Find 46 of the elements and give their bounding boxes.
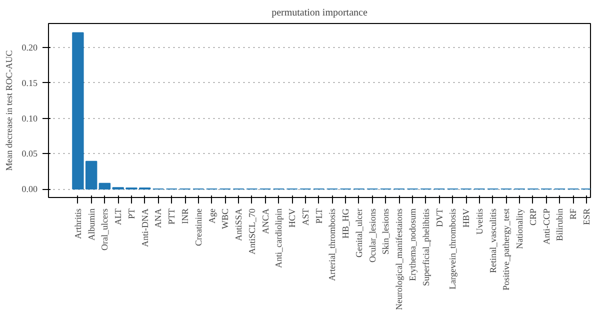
x-tick-label: AntiSCL_70 (246, 208, 257, 255)
x-tick-label: Neurological_manifestaions (394, 208, 404, 310)
y-tick-label: 0.20 (22, 42, 38, 53)
x-tick-label: Anti-CCP (541, 208, 552, 245)
x-tick-label: HB_HG (340, 208, 351, 238)
x-tick-label: DVT (434, 208, 444, 227)
x-tick-label: Nationality (514, 208, 525, 249)
x-tick-label: RF (568, 208, 578, 220)
x-tick-label: Erythema_nodosum (408, 208, 418, 281)
y-axis-title: Mean decrease in test ROC-AUC (4, 50, 14, 171)
y-tick-label: 0.05 (22, 148, 38, 159)
x-tick-label: Anti-DNA (140, 208, 150, 247)
x-tick-label: WBC (220, 208, 230, 229)
x-tick-label: AntiSSA (234, 208, 244, 242)
x-tick-label: PTT (166, 208, 177, 224)
x-tick-label: HBV (461, 208, 472, 228)
x-tick-label: Retinal_vasculitis (488, 208, 498, 273)
x-tick-label: Arthritis (72, 208, 83, 239)
x-tick-label: Uveitis (474, 208, 484, 234)
x-tick-label: ANA (153, 208, 164, 228)
x-tick-label: Skin_lesions (380, 208, 391, 255)
x-tick-label: Arterial_thrombosis (327, 208, 338, 281)
x-tick-label: PT (126, 208, 136, 220)
x-tick-label: Albumin (86, 208, 96, 240)
x-tick-label: Anti_cardiolipin (274, 208, 284, 268)
x-tick-label: Superficial_phelibitis (420, 208, 431, 286)
x-tick-label: AST (300, 208, 310, 226)
x-tick-label: PLT (314, 208, 324, 224)
x-tick-label: Bilirubin (554, 208, 565, 241)
x-tick-label: HCV (287, 208, 298, 228)
y-tick-label: 0.00 (22, 184, 38, 194)
x-tick-label: ANCA (260, 208, 270, 234)
x-tick-label: Positive_pathergy_test (501, 208, 512, 290)
x-tick-label: Ocular_lesions (367, 208, 378, 262)
x-tick-label: ALT (113, 208, 124, 226)
x-tick-label: Largevein_thrombosis (448, 208, 458, 290)
x-tick-label: CRP (528, 208, 538, 226)
y-tick-label: 0.15 (22, 78, 38, 88)
x-tick-label: ESR (581, 208, 592, 226)
x-tick-label: Oral_ulcers (100, 208, 110, 250)
y-tick-label: 0.10 (22, 113, 38, 124)
x-tick-label: Genital_ulcer (354, 208, 364, 258)
chart-title: permutation importance (272, 8, 368, 18)
x-tick-label: INR (180, 208, 190, 224)
x-tick-label: Creatinine (193, 208, 204, 246)
x-tick-label: Age (206, 208, 217, 224)
